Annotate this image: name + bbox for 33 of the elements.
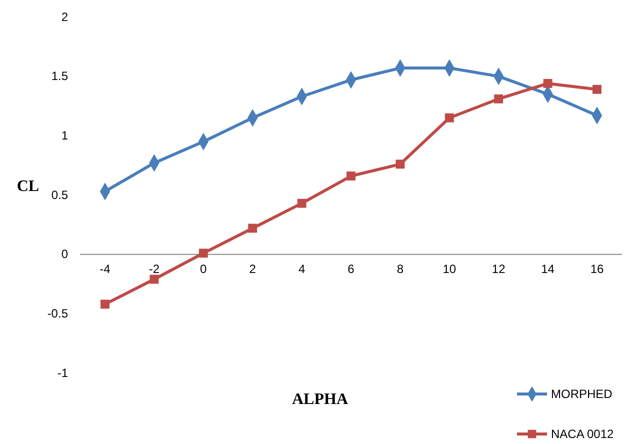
y-tick-label: 2 bbox=[61, 10, 68, 24]
y-tick-label: -0.5 bbox=[47, 306, 68, 321]
x-tick-label: 14 bbox=[541, 262, 555, 276]
x-tick-label: 8 bbox=[396, 262, 404, 276]
y-tick-label: 0.5 bbox=[51, 188, 68, 202]
y-axis-title: CL bbox=[16, 178, 40, 195]
point bbox=[100, 300, 110, 309]
x-tick-label: 0 bbox=[200, 262, 208, 276]
x-tick-label: 6 bbox=[348, 262, 355, 276]
point bbox=[346, 172, 356, 180]
y-tick-label: 0 bbox=[61, 247, 68, 262]
x-tick-label: -4 bbox=[100, 262, 111, 276]
y-tick-label: 1.5 bbox=[51, 69, 68, 84]
x-tick-label: -2 bbox=[148, 262, 160, 276]
point bbox=[396, 160, 405, 169]
x-tick-label: 10 bbox=[442, 262, 456, 276]
point bbox=[248, 224, 258, 233]
x-tick-label: 12 bbox=[492, 262, 506, 276]
legend-label: MORPHED bbox=[551, 387, 613, 401]
point bbox=[444, 113, 454, 122]
x-tick-label: 2 bbox=[249, 262, 256, 276]
point bbox=[198, 248, 208, 258]
point bbox=[543, 78, 552, 88]
legend-label: NACA 0012 bbox=[551, 427, 614, 441]
point bbox=[297, 198, 306, 208]
point bbox=[494, 94, 504, 104]
x-axis-title: ALPHA bbox=[292, 391, 348, 408]
point bbox=[592, 84, 602, 94]
x-tick-label: 4 bbox=[298, 262, 306, 276]
y-tick-label: 1 bbox=[61, 128, 68, 143]
y-tick-label: -1 bbox=[57, 366, 68, 380]
point bbox=[150, 274, 159, 284]
x-tick-label: 16 bbox=[590, 262, 604, 276]
